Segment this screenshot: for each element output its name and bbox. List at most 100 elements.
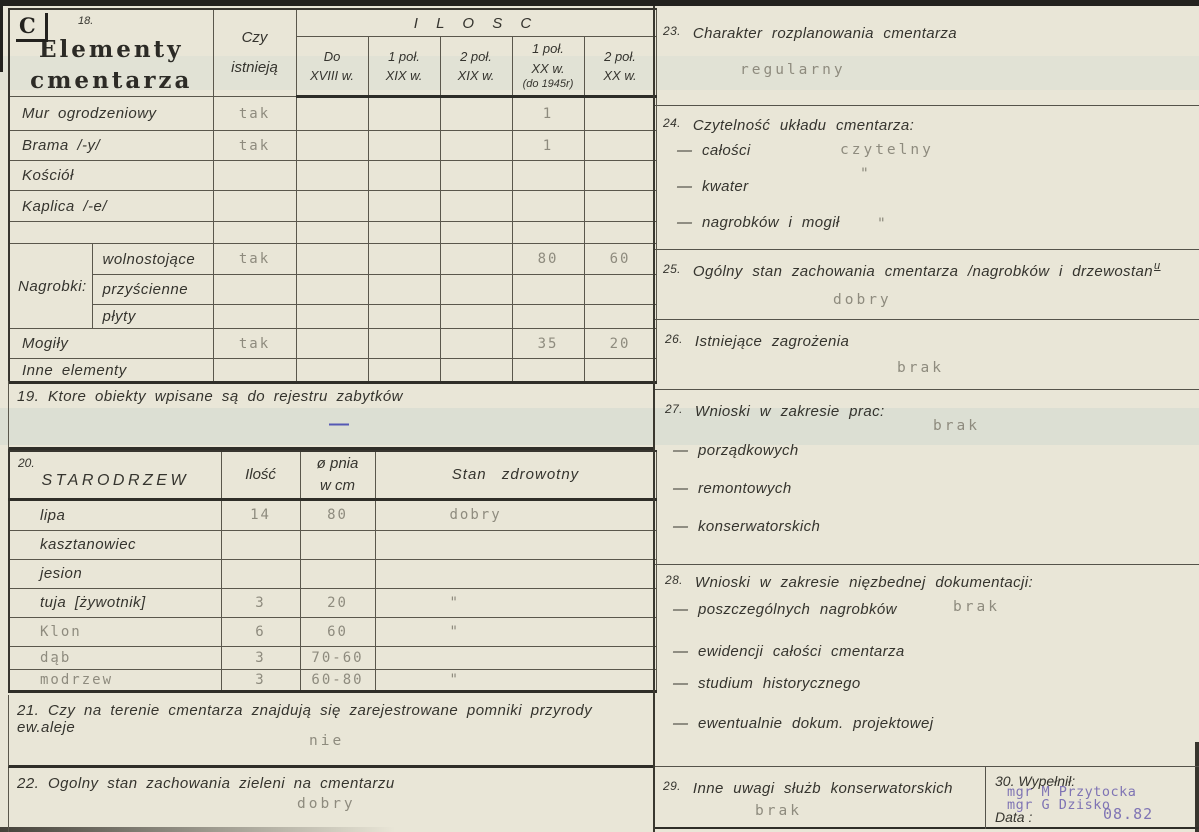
section-22-answer: dobry [297,796,356,812]
table-row: Mogiły tak 35 20 [8,328,657,360]
value-cell [439,221,513,245]
value-cell [583,130,657,162]
value-cell: 20 [583,328,657,360]
value-cell [295,96,369,132]
value-cell [212,274,297,306]
table-row: Kościół [8,160,657,192]
value-cell [299,558,376,589]
section-27-work-recommendations: 27. Wnioski w zakresie prac: brak — porzą… [655,390,1199,565]
value-cell [511,190,585,223]
center-divider [653,6,655,832]
section-25-preservation-state: 25. Ogólny stan zachowania cmentarza /nag… [655,250,1199,320]
value-cell [511,221,585,245]
old-trees-title: STARODRZEW [41,471,190,489]
value-cell [367,96,441,132]
section-27-item: — remontowych [673,480,792,497]
value-cell [212,304,297,330]
section-29-number: 29. [663,779,681,793]
section-26-label: 26. Istniejące zagrożenia [665,332,849,350]
table-row: przyścienne [9,274,657,306]
section-22-greenery-state: 22. Ogolny stan zachowania zieleni na cm… [8,768,655,832]
section-27-item: — konserwatorskich [673,518,821,535]
value-cell [212,221,297,245]
value-cell [299,529,376,560]
table-row: Nagrobki: wolnostojące tak 80 60 [8,243,657,330]
section-29-30-row: 29. Inne uwagi służb konserwatorskich bra… [655,767,1199,829]
value-cell [439,190,513,223]
column-header-period: 2 poł. XX w. [583,36,657,99]
scan-edge-bottom [0,827,395,832]
value-cell [367,328,441,360]
value-cell: 3 [220,587,301,618]
value-cell: 20 [299,587,376,618]
section-23-layout-character: 23. Charakter rozplanowania cmentarza reg… [655,6,1199,106]
scan-edge-left [0,0,3,72]
period-note: (do 1945r) [522,78,574,91]
value-cell [583,96,657,132]
tree-name-typed: Klon [8,616,222,647]
value-cell [511,304,585,330]
table-row: Kaplica /-e/ [8,190,657,223]
value-cell [367,221,441,245]
value-cell: " [374,668,657,692]
value-cell: 80 [511,243,585,276]
section-29-answer: brak [755,803,802,819]
value-cell: " [374,587,657,618]
form-title: Elementy cmentarza [30,36,193,95]
table-row: jesion [8,558,657,589]
value-cell [439,243,513,276]
date-label: Data : [995,809,1033,825]
table-row [8,221,657,245]
table-row: Brama /-y/ tak 1 [8,130,657,162]
value-cell [295,274,369,306]
section-28-label: 28. Wnioski w zakresie nięzbednej dokumen… [665,573,1033,591]
value-cell [367,160,441,192]
row-label: Brama /-y/ [8,130,214,162]
value-cell [295,243,369,276]
section-27-text: Wnioski w zakresie prac: [694,403,885,420]
tree-name: jesion [8,558,222,589]
value-cell [583,160,657,192]
section-23-label: 23. Charakter rozplanowania cmentarza [663,24,957,42]
row-sublabel: przyścienne [91,274,214,306]
section-28-item: — studium historycznego [673,675,861,692]
section-21-nature-monuments: 21. Czy na terenie cmentarza znajdują si… [8,695,655,768]
section-25-number: 25. [663,262,681,276]
table-row: modrzew 3 60-80 " [8,668,657,692]
value-cell: dobry [374,498,657,531]
filled-by-name: mgr M Przytocka [1007,784,1137,800]
value-cell: 1 [511,130,585,162]
section-29-text: Inne uwagi służb konserwatorskich [692,780,953,797]
section-25-text: Ogólny stan zachowania cmentarza /nagrob… [692,263,1154,280]
row-label: Mogiły [8,328,214,360]
column-header-quantity: I L O S C [295,8,657,38]
section-21-label: 21. Czy na terenie cmentarza znajdują si… [17,702,593,736]
section-27-label: 27. Wnioski w zakresie prac: [665,402,885,420]
section-21-answer: nie [309,733,345,749]
section-29-label: 29. Inne uwagi służb konserwatorskich [663,779,953,797]
tree-name: lipa [8,498,222,531]
period-label: 1 poł. XX w. [531,41,565,76]
column-header-trunk-diameter: ø pnia w cm [299,450,376,501]
value-cell [212,160,297,192]
box-30-divider [985,767,986,829]
section-28-item: — ewentualnie dokum. projektowej [673,715,934,732]
value-cell [374,529,657,560]
section-26-text: Istniejące zagrożenia [694,333,850,350]
value-cell [439,328,513,360]
row-sublabel: płyty [91,304,214,330]
value-cell: tak [212,130,297,162]
filled-by-name: mgr G Dzisko [1007,797,1111,813]
value-cell [367,304,441,330]
section-24-item-answer: czytelny [840,142,934,158]
section-24-label: 24. Czytelność układu cmentarza: [663,116,914,134]
value-cell: tak [212,96,297,132]
section-24-item: — całości [677,142,751,159]
value-cell [295,160,369,192]
table-row: Klon 6 60 " [8,616,657,647]
row-label: Kaplica /-e/ [8,190,214,223]
value-cell [439,96,513,132]
row-label [8,221,214,245]
value-cell [212,190,297,223]
